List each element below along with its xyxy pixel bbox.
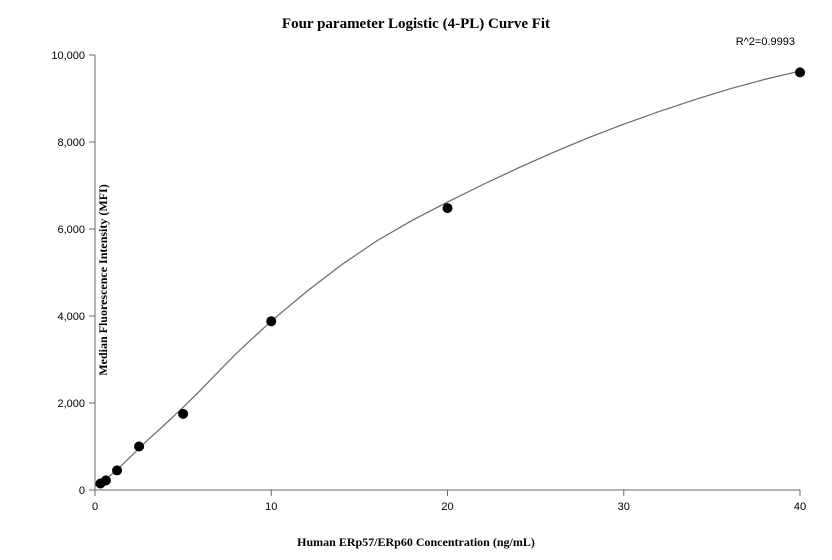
svg-text:10: 10 xyxy=(265,501,277,513)
svg-text:8,000: 8,000 xyxy=(57,137,85,149)
svg-text:6,000: 6,000 xyxy=(57,224,85,236)
svg-text:40: 40 xyxy=(794,501,806,513)
data-point xyxy=(112,465,122,475)
svg-text:0: 0 xyxy=(92,501,98,513)
svg-text:0: 0 xyxy=(79,485,85,497)
svg-text:10,000: 10,000 xyxy=(51,50,85,62)
svg-text:20: 20 xyxy=(441,501,453,513)
svg-text:30: 30 xyxy=(618,501,630,513)
data-point xyxy=(795,67,805,77)
data-point xyxy=(266,316,276,326)
r-squared-annotation: R^2=0.9993 xyxy=(736,36,795,48)
data-point xyxy=(134,442,144,452)
svg-text:4,000: 4,000 xyxy=(57,311,85,323)
fit-curve xyxy=(95,71,800,486)
data-point xyxy=(101,475,111,485)
data-point xyxy=(178,409,188,419)
chart-container: Four parameter Logistic (4-PL) Curve Fit… xyxy=(0,0,832,560)
svg-text:2,000: 2,000 xyxy=(57,398,85,410)
data-point xyxy=(443,203,453,213)
chart-plot: 0 10 20 30 40 0 2,000 4,000 6,000 8,000 10,000 R^2=… xyxy=(0,0,832,560)
